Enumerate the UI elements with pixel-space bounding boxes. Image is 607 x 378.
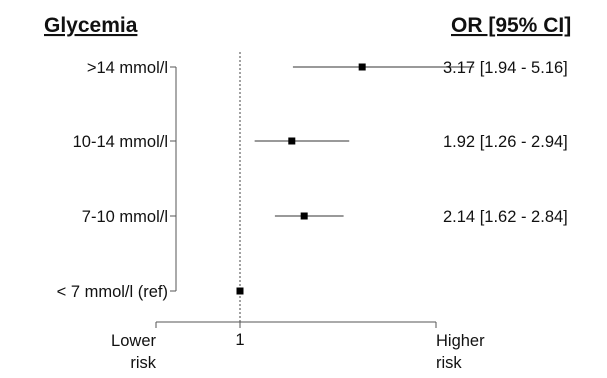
or-ci-text: 3.17 [1.94 - 5.16] (443, 59, 568, 77)
header-glycemia: Glycemia (44, 14, 138, 37)
point-estimate (300, 212, 308, 220)
row-label: < 7 mmol/l (ref) (57, 283, 168, 301)
row-label: >14 mmol/l (87, 59, 168, 77)
point-estimate (236, 287, 244, 295)
x-tick-label-1: 1 (235, 331, 244, 349)
header-or-ci: OR [95% CI] (451, 14, 571, 37)
xlabel-lower-line1: Lower (111, 332, 156, 350)
or-ci-text: 2.14 [1.62 - 2.84] (443, 208, 568, 226)
point-estimate (358, 63, 366, 71)
point-estimate (288, 137, 296, 145)
or-ci-text: 1.92 [1.26 - 2.94] (443, 133, 568, 151)
row-label: 10-14 mmol/l (73, 133, 168, 151)
xlabel-higher-line2: risk (436, 354, 462, 372)
row-label: 7-10 mmol/l (82, 208, 168, 226)
xlabel-lower-line2: risk (130, 354, 156, 372)
xlabel-higher-line1: Higher (436, 332, 485, 350)
